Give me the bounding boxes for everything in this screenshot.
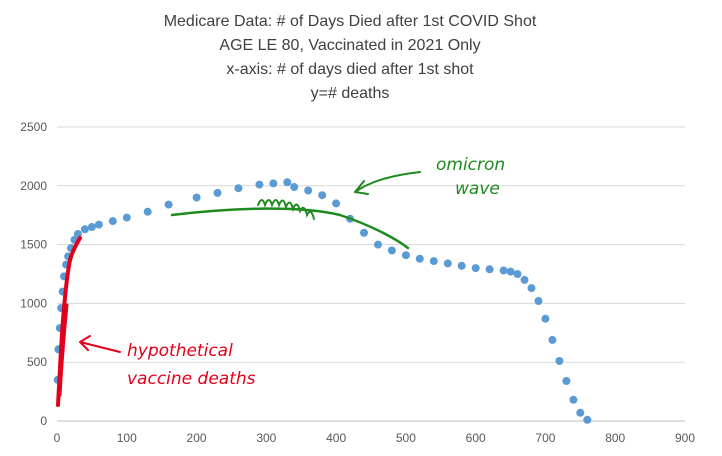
data-point <box>429 257 438 266</box>
x-tick-label: 700 <box>535 431 555 445</box>
data-point <box>520 275 529 284</box>
hypothetical-vaccine-death-curve <box>56 236 82 407</box>
data-point <box>304 186 313 195</box>
data-point <box>192 193 201 202</box>
title-line-1: Medicare Data: # of Days Died after 1st … <box>164 13 537 30</box>
data-point <box>576 408 585 417</box>
y-tick-label: 2000 <box>20 179 47 193</box>
vaccine-deaths-label: vaccine deaths <box>127 369 256 389</box>
trend-curve <box>170 207 410 250</box>
x-axis-ticks: 0 100 200 300 400 500 600 700 800 900 <box>54 431 696 445</box>
data-point <box>534 297 543 305</box>
data-point <box>94 220 103 229</box>
handwritten-annotations: omicron wave hypothetical vaccine deaths <box>56 155 505 407</box>
data-point <box>374 240 382 249</box>
x-tick-label: 200 <box>187 431 207 445</box>
data-point <box>73 230 82 238</box>
data-point <box>541 314 550 323</box>
hypothetical-vaccine-death-curve-2 <box>58 303 69 397</box>
gridlines <box>57 126 685 422</box>
y-tick-label: 1000 <box>20 296 47 310</box>
y-tick-label: 500 <box>27 355 47 369</box>
x-tick-label: 0 <box>54 431 61 445</box>
hypothetical-arrow <box>79 335 121 353</box>
data-point <box>143 207 152 216</box>
title-line-2: AGE LE 80, Vaccinated in 2021 Only <box>219 37 480 54</box>
data-point <box>471 264 480 273</box>
hypothetical-label: hypothetical <box>127 341 233 361</box>
omicron-arrow <box>354 171 421 195</box>
data-point <box>401 251 410 260</box>
data-point <box>485 265 494 274</box>
data-point <box>332 199 341 208</box>
data-point <box>80 225 89 234</box>
x-tick-label: 600 <box>466 431 486 445</box>
chart-title: Medicare Data: # of Days Died after 1st … <box>164 13 537 102</box>
squiggle-mark <box>257 199 315 220</box>
x-tick-label: 400 <box>326 431 346 445</box>
title-line-3: x-axis: # of days died after 1st shot <box>226 61 474 78</box>
data-point <box>513 270 522 278</box>
data-point <box>583 415 592 424</box>
data-point <box>457 261 466 270</box>
data-point <box>548 335 557 344</box>
y-tick-label: 2500 <box>20 120 47 134</box>
data-point <box>122 213 131 222</box>
x-tick-label: 500 <box>396 431 416 445</box>
data-point <box>290 183 299 191</box>
x-tick-label: 100 <box>117 431 137 445</box>
x-tick-label: 900 <box>675 431 695 445</box>
data-point <box>562 377 571 385</box>
y-tick-label: 1500 <box>20 238 47 252</box>
data-point <box>387 246 396 255</box>
data-point <box>569 395 578 404</box>
data-point <box>527 284 536 293</box>
data-point <box>499 266 508 275</box>
data-point <box>269 179 278 188</box>
data-point <box>318 191 327 200</box>
wave-label: wave <box>455 179 500 199</box>
data-point <box>213 188 222 197</box>
data-point <box>164 200 173 209</box>
data-point <box>283 178 292 187</box>
data-point <box>87 223 96 231</box>
data-point <box>506 267 515 276</box>
data-point <box>555 357 564 365</box>
data-point <box>360 228 368 237</box>
x-tick-label: 300 <box>256 431 276 445</box>
data-point <box>255 180 264 189</box>
x-tick-label: 800 <box>605 431 625 445</box>
data-point <box>108 217 117 226</box>
title-line-4: y=# deaths <box>311 85 390 102</box>
omicron-label: omicron <box>436 155 505 175</box>
y-axis-ticks: 0 500 1000 1500 2000 2500 <box>20 120 47 428</box>
data-point <box>234 184 243 193</box>
data-point <box>443 259 452 268</box>
y-tick-label: 0 <box>40 414 47 428</box>
data-point <box>415 254 424 263</box>
